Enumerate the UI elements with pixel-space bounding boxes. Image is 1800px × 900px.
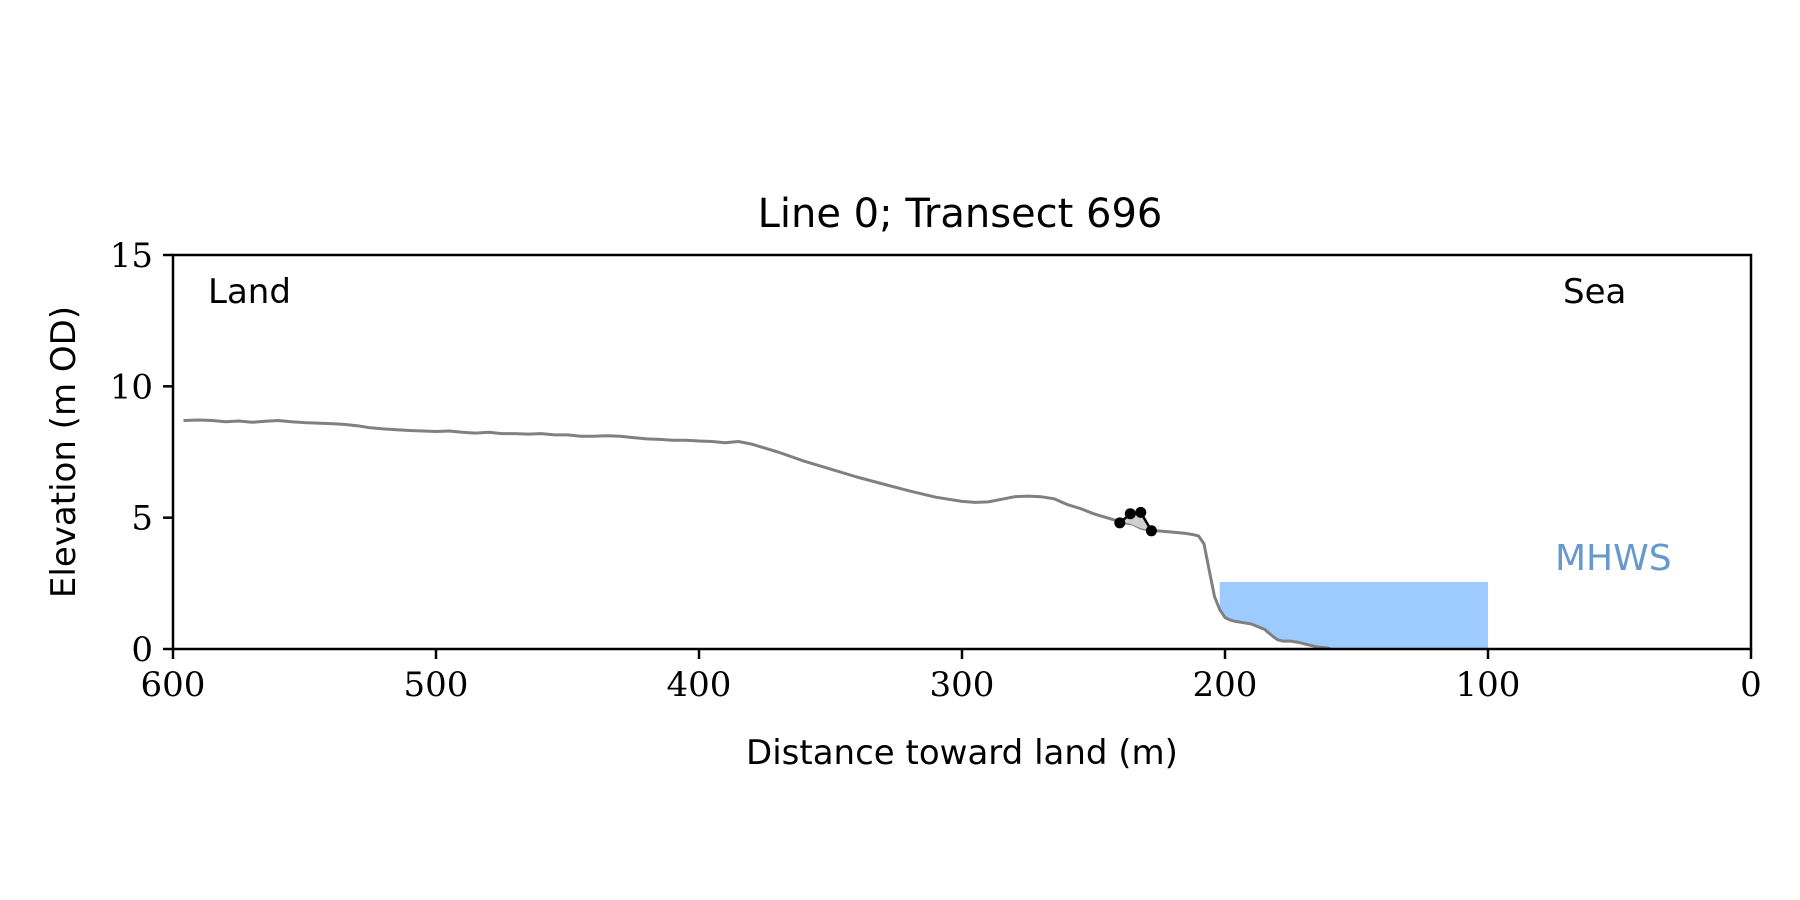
y-tick-label: 15 — [110, 236, 153, 276]
mhws-label: MHWS — [1555, 538, 1672, 579]
y-axis-label: Elevation (m OD) — [44, 306, 84, 598]
elevation-profile-line — [183, 418, 1331, 650]
x-tick-label: 200 — [1193, 665, 1258, 705]
x-tick-label: 0 — [1740, 665, 1762, 705]
plot-frame — [171, 253, 1753, 651]
y-tick-label: 10 — [110, 367, 153, 407]
observed-point — [1145, 525, 1157, 537]
x-tick-label: 300 — [930, 665, 995, 705]
x-tick-label: 600 — [141, 665, 206, 705]
land-label: Land — [208, 272, 291, 312]
x-axis-label: Distance toward land (m) — [746, 733, 1178, 773]
y-tick-label: 5 — [131, 499, 153, 539]
sea-label: Sea — [1563, 272, 1626, 312]
x-tick-label: 400 — [667, 665, 732, 705]
observed-point — [1114, 517, 1126, 529]
observed-point — [1135, 506, 1147, 518]
x-tick-label: 500 — [404, 665, 469, 705]
x-tick-label: 100 — [1456, 665, 1521, 705]
chart-title: Line 0; Transect 696 — [758, 191, 1163, 237]
observed-point — [1124, 508, 1136, 520]
y-tick-label: 0 — [131, 630, 153, 670]
mhws-water-fill — [1219, 582, 1488, 649]
